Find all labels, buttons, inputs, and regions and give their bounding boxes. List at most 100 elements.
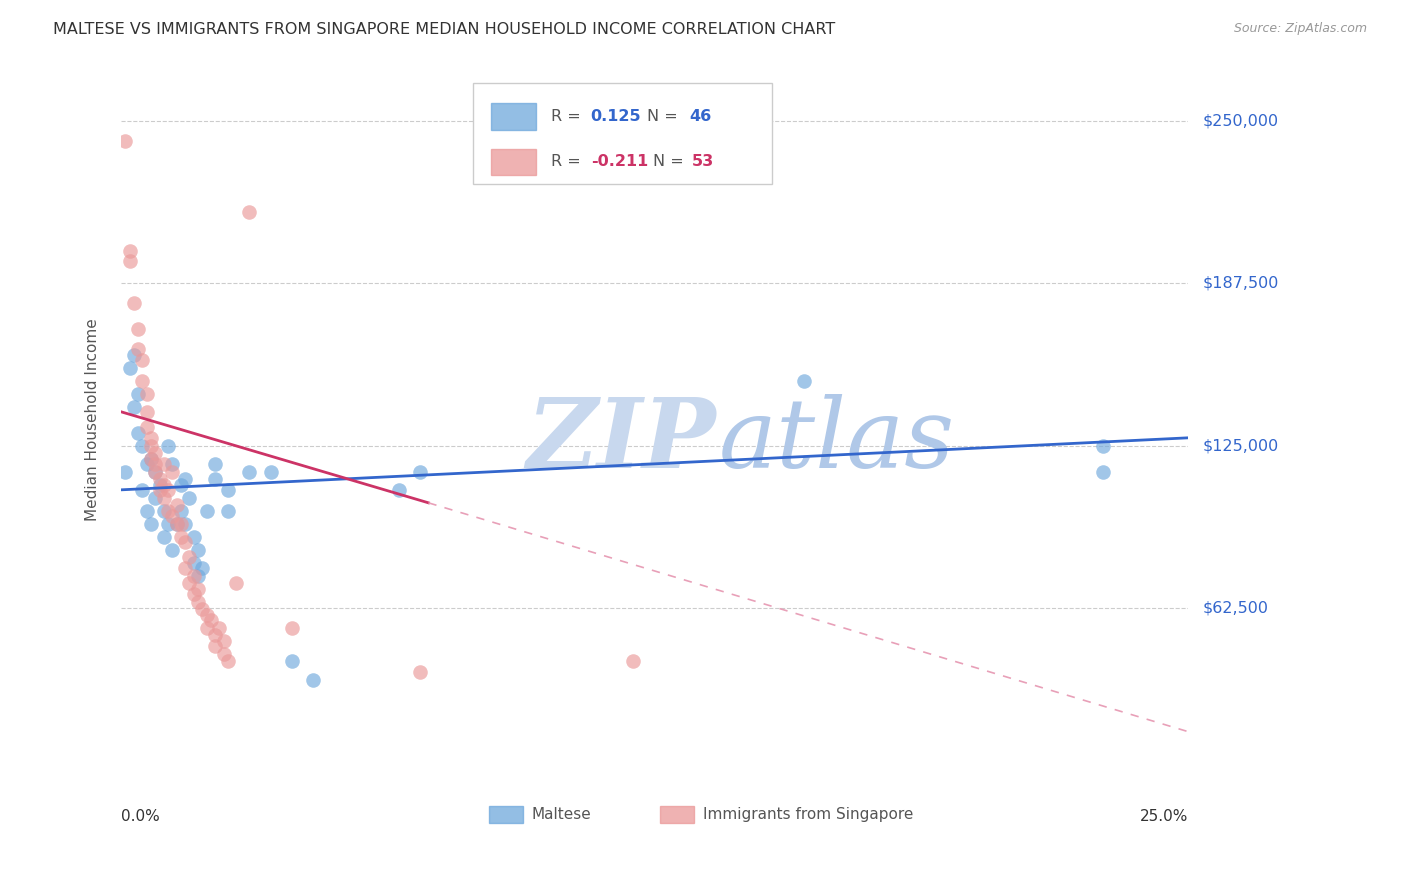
Point bbox=[143, 465, 166, 479]
Point bbox=[179, 550, 201, 565]
Point bbox=[191, 602, 214, 616]
Text: 0.125: 0.125 bbox=[591, 109, 641, 124]
Point bbox=[143, 491, 166, 505]
Point bbox=[174, 534, 197, 549]
Point bbox=[183, 568, 205, 582]
Point bbox=[187, 568, 209, 582]
Bar bbox=[492, 103, 536, 129]
Point bbox=[166, 516, 188, 531]
Point bbox=[131, 483, 153, 497]
Text: R =: R = bbox=[551, 109, 586, 124]
Point bbox=[135, 420, 157, 434]
Point bbox=[166, 516, 188, 531]
Text: Maltese: Maltese bbox=[531, 806, 592, 822]
Point bbox=[162, 508, 184, 523]
Point bbox=[212, 647, 235, 661]
Point bbox=[187, 542, 209, 557]
Point bbox=[281, 621, 304, 635]
Point bbox=[148, 483, 170, 497]
Point bbox=[135, 386, 157, 401]
Point bbox=[204, 628, 226, 642]
Point bbox=[204, 639, 226, 653]
Point bbox=[143, 457, 166, 471]
Y-axis label: Median Household Income: Median Household Income bbox=[86, 318, 100, 521]
Point bbox=[387, 483, 409, 497]
Point bbox=[217, 503, 239, 517]
Point bbox=[195, 503, 218, 517]
Point bbox=[157, 503, 180, 517]
Point bbox=[148, 472, 170, 486]
Point bbox=[191, 561, 214, 575]
Text: $187,500: $187,500 bbox=[1202, 276, 1278, 291]
Point bbox=[281, 655, 304, 669]
Point bbox=[183, 530, 205, 544]
Point bbox=[153, 530, 176, 544]
Text: $62,500: $62,500 bbox=[1202, 600, 1268, 615]
Text: 53: 53 bbox=[692, 154, 714, 169]
Point bbox=[127, 343, 149, 357]
Point bbox=[195, 621, 218, 635]
Point bbox=[204, 457, 226, 471]
Text: ZIP: ZIP bbox=[527, 393, 716, 488]
Point bbox=[195, 607, 218, 622]
Point bbox=[208, 621, 231, 635]
Text: Source: ZipAtlas.com: Source: ZipAtlas.com bbox=[1233, 22, 1367, 36]
Point bbox=[166, 499, 188, 513]
Point bbox=[135, 503, 157, 517]
Point bbox=[131, 374, 153, 388]
Text: N =: N = bbox=[647, 109, 683, 124]
Point bbox=[153, 477, 176, 491]
Point bbox=[143, 446, 166, 460]
Point bbox=[1091, 439, 1114, 453]
Point bbox=[118, 360, 141, 375]
Point bbox=[153, 503, 176, 517]
Point bbox=[200, 613, 222, 627]
Point bbox=[179, 491, 201, 505]
Point bbox=[139, 451, 162, 466]
Point bbox=[131, 439, 153, 453]
Point bbox=[187, 595, 209, 609]
Text: 46: 46 bbox=[689, 109, 711, 124]
Text: -0.211: -0.211 bbox=[591, 154, 648, 169]
Point bbox=[179, 576, 201, 591]
Point bbox=[170, 516, 193, 531]
Point bbox=[139, 439, 162, 453]
Point bbox=[217, 655, 239, 669]
Point bbox=[409, 465, 432, 479]
Point bbox=[1091, 465, 1114, 479]
Point bbox=[183, 556, 205, 570]
Point bbox=[238, 204, 260, 219]
Bar bbox=[489, 805, 523, 823]
Text: $125,000: $125,000 bbox=[1202, 438, 1278, 453]
Point bbox=[148, 477, 170, 491]
Point bbox=[157, 439, 180, 453]
Point bbox=[153, 457, 176, 471]
Point bbox=[793, 374, 815, 388]
Point bbox=[157, 483, 180, 497]
Point bbox=[187, 582, 209, 596]
Point bbox=[131, 352, 153, 367]
Point bbox=[162, 457, 184, 471]
Text: N =: N = bbox=[652, 154, 689, 169]
Point bbox=[621, 655, 644, 669]
Point bbox=[157, 516, 180, 531]
Point bbox=[127, 386, 149, 401]
Point bbox=[135, 405, 157, 419]
Point bbox=[409, 665, 432, 679]
Point bbox=[118, 244, 141, 258]
Text: $250,000: $250,000 bbox=[1202, 113, 1278, 128]
Point bbox=[183, 587, 205, 601]
Point bbox=[143, 465, 166, 479]
Point bbox=[122, 295, 145, 310]
Point bbox=[139, 431, 162, 445]
Text: R =: R = bbox=[551, 154, 586, 169]
Point bbox=[127, 425, 149, 440]
Point bbox=[170, 530, 193, 544]
Point bbox=[170, 503, 193, 517]
Bar bbox=[659, 805, 695, 823]
Point bbox=[204, 472, 226, 486]
Point bbox=[153, 491, 176, 505]
Point bbox=[122, 400, 145, 414]
Point bbox=[225, 576, 247, 591]
Point bbox=[139, 451, 162, 466]
